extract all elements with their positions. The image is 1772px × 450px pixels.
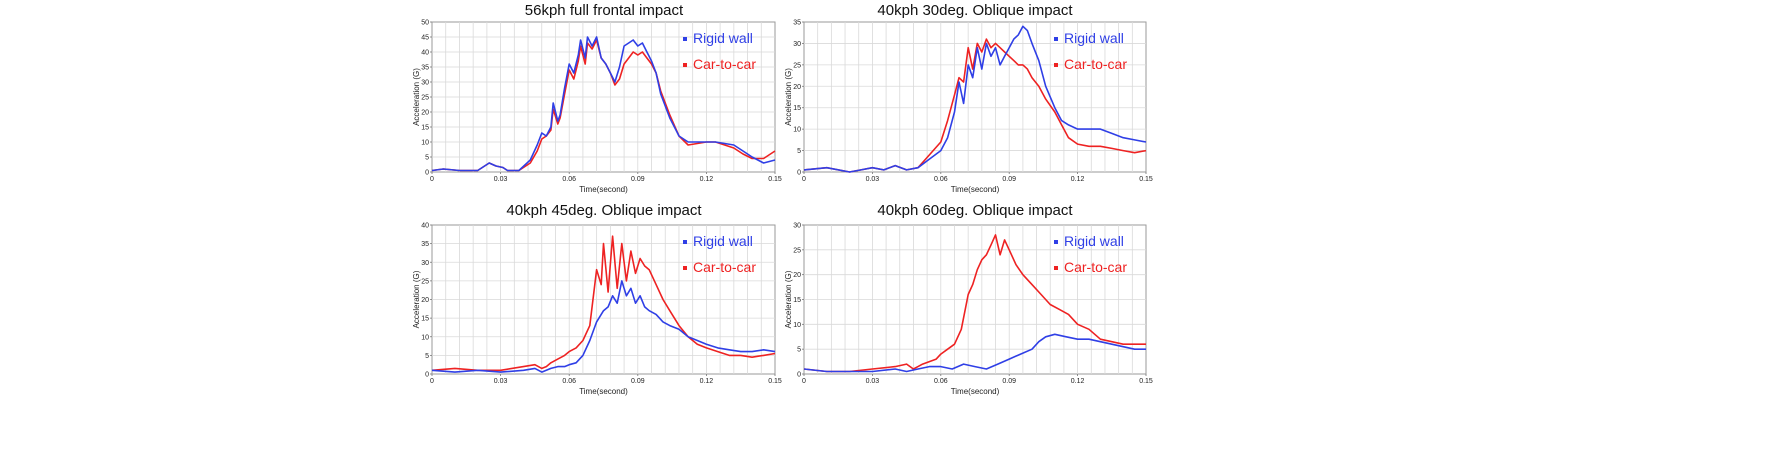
x-tick-label: 0 <box>802 176 806 183</box>
y-tick-label: 0 <box>797 170 801 177</box>
chart-panel-2: 40kph 30deg. Oblique impact 0 5 10 15 20 25 30 3… <box>784 2 1153 194</box>
chart-title: 40kph 30deg. Oblique impact <box>877 2 1073 19</box>
y-tick-label: 30 <box>421 80 429 87</box>
legend-label: Car-to-car <box>693 56 756 72</box>
y-tick-label: 15 <box>421 316 429 323</box>
y-axis-label: Acceleration (G) <box>784 68 793 126</box>
x-axis-label: Time(second) <box>951 185 1000 194</box>
x-tick-label: 0.09 <box>1002 378 1016 385</box>
x-tick-label: 0.15 <box>768 378 782 385</box>
y-tick-label: 0 <box>425 372 429 379</box>
chart-title: 56kph full frontal impact <box>525 2 684 19</box>
y-tick-label: 20 <box>793 272 801 279</box>
x-tick-label: 0 <box>430 378 434 385</box>
y-tick-label: 10 <box>793 127 801 134</box>
x-tick-label: 0.09 <box>1002 176 1016 183</box>
series-line-rigid-wall <box>803 25 1147 173</box>
legend-label: Rigid wall <box>693 30 753 46</box>
x-tick-label: 0.15 <box>1139 176 1153 183</box>
y-tick-label: 30 <box>793 41 801 48</box>
series-line-rigid-wall <box>431 36 776 172</box>
y-tick-label: 45 <box>421 35 429 42</box>
x-tick-label: 0.06 <box>562 378 576 385</box>
legend-swatch <box>683 266 687 270</box>
y-tick-label: 20 <box>793 84 801 91</box>
y-tick-label: 20 <box>421 110 429 117</box>
legend-label: Car-to-car <box>1064 259 1127 275</box>
y-tick-label: 40 <box>421 50 429 57</box>
chart-panel-1: 56kph full frontal impact 0 5 10 15 20 25 30 35 4… <box>412 2 782 194</box>
legend-label: Car-to-car <box>693 259 756 275</box>
x-tick-label: 0 <box>802 378 806 385</box>
x-tick-label: 0.12 <box>1071 378 1085 385</box>
series-line-car-to-car <box>431 235 776 372</box>
chart-panel-4: 40kph 60deg. Oblique impact 0 5 10 15 20 25 30 0… <box>784 202 1153 396</box>
x-tick-label: 0.15 <box>768 176 782 183</box>
series-line-rigid-wall <box>803 333 1146 373</box>
x-tick-label: 0.09 <box>631 378 645 385</box>
y-tick-label: 0 <box>425 170 429 177</box>
x-tick-label: 0.12 <box>700 378 714 385</box>
y-tick-label: 30 <box>793 223 801 230</box>
y-tick-label: 35 <box>421 241 429 248</box>
y-tick-label: 25 <box>793 247 801 254</box>
y-tick-label: 25 <box>421 95 429 102</box>
y-tick-label: 0 <box>797 372 801 379</box>
y-tick-label: 35 <box>421 65 429 72</box>
y-tick-label: 15 <box>421 125 429 132</box>
legend-swatch <box>683 63 687 67</box>
x-tick-label: 0.03 <box>866 378 880 385</box>
y-axis-label: Acceleration (G) <box>412 68 421 126</box>
legend-label: Rigid wall <box>693 233 753 249</box>
y-tick-label: 15 <box>793 105 801 112</box>
legend-swatch <box>1054 63 1058 67</box>
x-tick-label: 0.12 <box>700 176 714 183</box>
y-tick-label: 5 <box>425 155 429 162</box>
series-line-rigid-wall <box>431 280 776 373</box>
x-tick-label: 0.06 <box>934 378 948 385</box>
x-tick-label: 0.12 <box>1071 176 1085 183</box>
x-tick-label: 0.09 <box>631 176 645 183</box>
y-tick-label: 40 <box>421 223 429 230</box>
y-tick-label: 35 <box>793 20 801 27</box>
y-axis-label: Acceleration (G) <box>412 270 421 328</box>
legend-swatch <box>683 37 687 41</box>
y-tick-label: 25 <box>421 278 429 285</box>
x-tick-label: 0 <box>430 176 434 183</box>
y-tick-label: 5 <box>425 353 429 360</box>
chart-title: 40kph 60deg. Oblique impact <box>877 202 1073 219</box>
series-line-car-to-car <box>803 234 1146 373</box>
legend-label: Car-to-car <box>1064 56 1127 72</box>
y-tick-label: 15 <box>793 297 801 304</box>
x-tick-label: 0.15 <box>1139 378 1153 385</box>
y-tick-label: 5 <box>797 347 801 354</box>
legend-swatch <box>1054 266 1058 270</box>
y-tick-label: 5 <box>797 148 801 155</box>
y-tick-label: 20 <box>421 297 429 304</box>
x-axis-label: Time(second) <box>579 185 628 194</box>
y-tick-label: 10 <box>793 322 801 329</box>
x-axis-label: Time(second) <box>579 387 628 396</box>
legend-swatch <box>683 240 687 244</box>
x-tick-label: 0.03 <box>866 176 880 183</box>
y-tick-label: 10 <box>421 334 429 341</box>
x-axis-label: Time(second) <box>951 387 1000 396</box>
y-tick-label: 50 <box>421 20 429 27</box>
y-tick-label: 25 <box>793 62 801 69</box>
chart-title: 40kph 45deg. Oblique impact <box>506 202 702 219</box>
x-tick-label: 0.03 <box>494 176 508 183</box>
x-tick-label: 0.06 <box>562 176 576 183</box>
x-tick-label: 0.06 <box>934 176 948 183</box>
chart-panel-3: 40kph 45deg. Oblique impact 0 5 10 15 20 25 30 3… <box>412 202 782 396</box>
x-tick-label: 0.03 <box>494 378 508 385</box>
legend-swatch <box>1054 37 1058 41</box>
y-tick-label: 30 <box>421 260 429 267</box>
y-axis-label: Acceleration (G) <box>784 270 793 328</box>
legend-swatch <box>1054 240 1058 244</box>
legend-label: Rigid wall <box>1064 233 1124 249</box>
legend-label: Rigid wall <box>1064 30 1124 46</box>
y-tick-label: 10 <box>421 140 429 147</box>
